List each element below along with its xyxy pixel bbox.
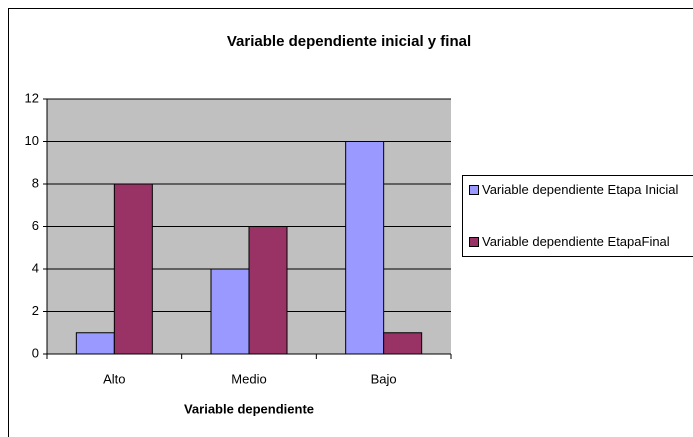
y-tick-label: 0 (32, 345, 39, 360)
legend-swatch (469, 185, 479, 195)
x-tick-label: Bajo (371, 371, 397, 386)
y-tick-label: 12 (25, 90, 39, 105)
bar (248, 226, 288, 355)
chart-title: Variable dependiente inicial y final (227, 33, 471, 50)
legend: Variable dependiente Etapa Inicial Variab… (462, 175, 693, 257)
bar (75, 332, 115, 355)
bar (113, 183, 153, 355)
bar (383, 332, 423, 355)
y-tick-label: 10 (25, 133, 39, 148)
legend-label: Variable dependiente Etapa Inicial (482, 182, 679, 197)
x-axis-title: Variable dependiente (184, 401, 314, 416)
legend-label: Variable dependiente EtapaFinal (482, 234, 670, 249)
x-tick-label: Medio (231, 371, 266, 386)
y-tick-label: 4 (32, 260, 39, 275)
bar (210, 268, 250, 355)
y-tick-label: 8 (32, 175, 39, 190)
x-tick-label: Alto (103, 371, 125, 386)
y-tick-label: 2 (32, 303, 39, 318)
legend-swatch (469, 237, 479, 247)
y-tick-label: 6 (32, 218, 39, 233)
bar (345, 141, 385, 355)
